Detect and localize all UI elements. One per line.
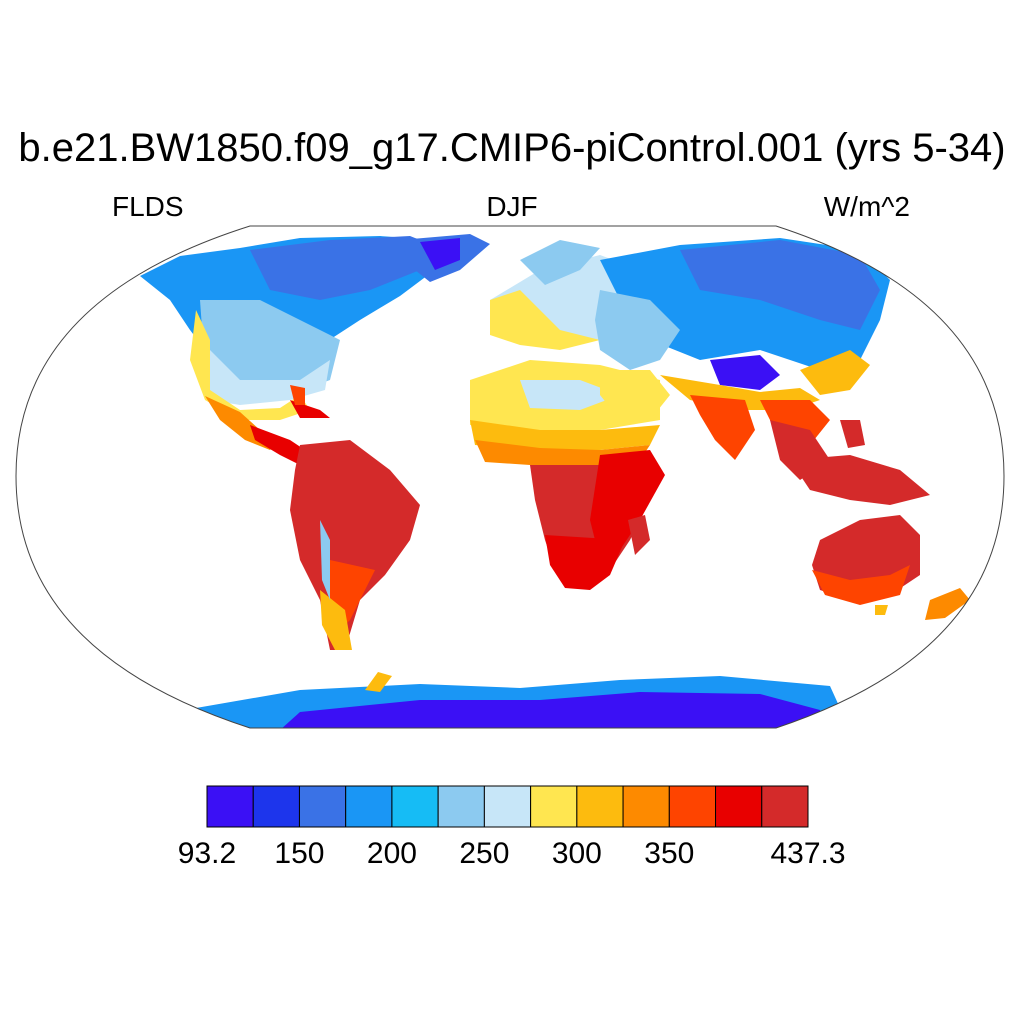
region-madagascar xyxy=(628,515,650,555)
colorbar-swatch xyxy=(206,785,254,828)
region-sahara-interior xyxy=(520,380,620,410)
map-boundary xyxy=(15,225,1005,729)
region-patagonia xyxy=(320,590,352,650)
region-andes xyxy=(320,520,330,600)
colorbar-swatch xyxy=(298,785,347,828)
region-india xyxy=(690,395,755,460)
region-canadian-arctic xyxy=(250,236,440,300)
colorbar-swatch xyxy=(437,785,485,828)
region-tasmania xyxy=(875,605,888,615)
region-antarctica-interior xyxy=(280,692,820,728)
region-east-africa xyxy=(590,450,665,560)
colorbar-label: 200 xyxy=(366,837,417,870)
region-new-zealand xyxy=(925,588,970,620)
colorbar-label: 150 xyxy=(274,837,325,870)
colorbar-swatch xyxy=(345,785,393,828)
region-scandinavia xyxy=(520,240,600,285)
units-label: W/m^2 xyxy=(823,191,910,222)
colorbar-swatch xyxy=(668,785,717,828)
region-sahel xyxy=(470,420,660,450)
region-southern-africa xyxy=(545,535,625,590)
region-east-asia-coast xyxy=(800,350,870,395)
region-middle-east xyxy=(600,370,670,420)
region-north-america-central xyxy=(200,300,340,395)
colorbar-label: 250 xyxy=(459,837,510,870)
region-philippines xyxy=(840,420,865,448)
region-siberia-north xyxy=(680,240,880,330)
colorbar-label: 93.2 xyxy=(177,837,237,870)
colorbar-swatch xyxy=(576,785,624,828)
colorbar-label: 437.3 xyxy=(770,837,846,870)
colorbar-label: 300 xyxy=(551,837,602,870)
region-tibet xyxy=(710,355,780,390)
region-australia-south xyxy=(812,565,910,605)
colorbar-swatch xyxy=(761,785,809,828)
colorbar-swatch xyxy=(530,785,578,828)
region-antarctic-peninsula xyxy=(365,672,392,692)
colorbar-label: 350 xyxy=(644,837,695,870)
colorbar-swatch xyxy=(391,785,439,828)
colorbar-swatch xyxy=(483,785,532,828)
region-central-asia xyxy=(595,290,680,370)
region-europe-west xyxy=(490,290,600,350)
colorbar-swatch xyxy=(622,785,670,828)
region-maritime-continent xyxy=(790,455,930,505)
region-florida xyxy=(290,385,305,405)
variable-label: FLDS xyxy=(112,191,184,222)
plot-title: b.e21.BW1850.f09_g17.CMIP6-piControl.001… xyxy=(18,126,1006,170)
colorbar-swatch xyxy=(252,785,300,828)
colorbar-swatch xyxy=(715,785,763,828)
season-label: DJF xyxy=(486,191,538,222)
region-greenland-interior xyxy=(420,238,460,270)
